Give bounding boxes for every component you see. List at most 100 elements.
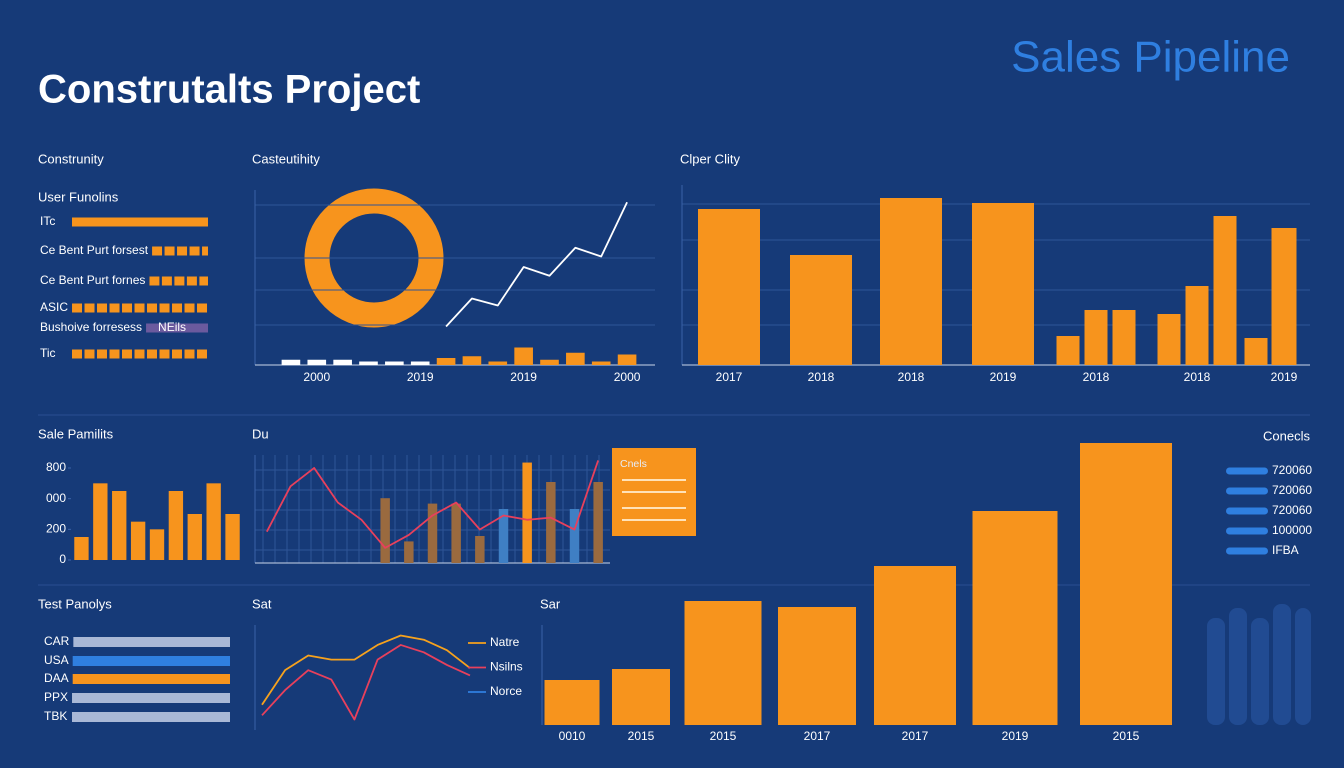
legend-label: Norce [490,684,522,698]
decor-pillars [1207,604,1311,725]
pillar [1229,608,1247,725]
panel-title: Test Panolys [38,596,112,611]
x-tick-label: 2018 [1083,370,1110,384]
hbar [72,217,208,227]
row-label: Bushoive forresess [40,320,142,334]
contact-label: 720060 [1272,463,1312,477]
bar [1056,336,1080,365]
bar [475,536,485,563]
brand: Sales Pipeline [1011,33,1290,82]
panel-title: Sat [252,596,272,611]
x-tick-label: 2019 [1271,370,1298,384]
row-label: PPX [44,690,68,704]
line [261,644,471,721]
row-label: CAR [44,634,70,648]
panel-title: Construnity [38,151,104,166]
bar [307,359,327,365]
bar [359,361,378,365]
pillar [1295,608,1311,725]
row-label: Ce Bent Purt fornes [40,273,145,287]
pillar [1251,618,1269,725]
x-tick-label: 2015 [1113,729,1140,743]
line [445,201,628,328]
contact-pill [1226,467,1268,475]
row-label: Ce Bent Purt forsest [40,243,149,257]
row-label: USA [44,653,69,667]
panel-title: Sale Pamilits [38,426,114,441]
hbar [146,323,208,333]
contact-label: IFBA [1272,543,1299,557]
bar [385,361,404,365]
bar [1112,310,1136,365]
bar [591,361,611,365]
bar [880,198,942,365]
bar [546,482,556,563]
bar-annotation: NEils [158,320,186,334]
y-tick-label: 000 [46,491,66,505]
bar [436,358,456,365]
panel-title: Sar [540,596,561,611]
hbar [149,276,208,286]
contact-pill [1226,527,1268,535]
bar [1213,216,1237,365]
x-tick-label: 2018 [898,370,925,384]
bar [206,483,221,560]
row-label: Tic [40,346,56,360]
hbar [72,674,230,684]
x-tick-label: 2017 [902,729,929,743]
pillar [1273,604,1291,725]
bar [410,361,430,365]
bar [168,491,184,560]
x-tick-label: 2017 [804,729,831,743]
bar [566,352,585,365]
bar [112,491,127,560]
contact-pill [1226,507,1268,515]
panel-title: Casteutihity [252,151,320,166]
bar [427,503,438,563]
row-label: ASIC [40,300,68,314]
bar [74,537,89,560]
x-tick-label: 2018 [808,370,835,384]
hbar [72,693,230,703]
bar [130,521,146,560]
y-tick-label: 0 [59,552,66,566]
panel-subtitle: User Funolins [38,189,119,204]
contact-pill [1226,547,1268,555]
bar [1185,286,1209,365]
y-tick-label: 200 [46,522,66,536]
x-tick-label: 2015 [710,729,737,743]
hbar [72,656,230,666]
contact-label: 100000 [1272,523,1312,537]
contact-label: 720060 [1272,483,1312,497]
page-title: Construtalts Project [38,68,420,112]
tooltip-box [612,448,696,536]
row-label: TBK [44,709,67,723]
x-tick-label: 2019 [510,370,537,384]
pillar [1207,618,1225,725]
x-tick-label: 2000 [614,370,641,384]
legend-label: Natre [490,635,520,649]
bar [93,483,108,560]
bar [540,359,559,365]
bar [617,354,637,365]
tooltip-title: Cnels [620,458,647,470]
bar [1084,310,1108,365]
hbar [72,303,208,313]
hbar [72,349,208,359]
panel-title: Du [252,426,269,441]
bar [1271,228,1297,365]
hbar [152,246,208,256]
bar [225,514,240,560]
bar [451,503,461,563]
bar [462,356,482,365]
x-tick-label: 2019 [1002,729,1029,743]
line [266,460,600,549]
bar [569,509,580,563]
row-label: ITc [40,214,55,228]
bar [544,680,600,725]
bar [187,514,202,560]
bar [593,482,603,563]
bar [972,511,1058,725]
bar [1080,443,1172,725]
